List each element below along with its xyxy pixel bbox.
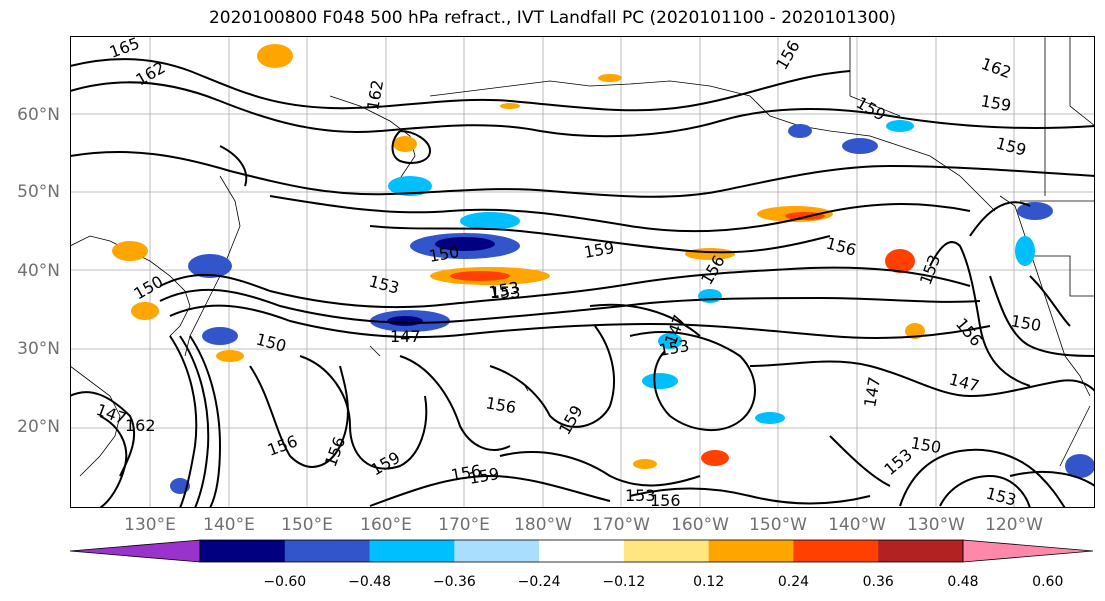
colorbar-segment — [623, 540, 710, 562]
colorbar-segment — [793, 540, 879, 562]
colorbar-segment — [539, 540, 625, 562]
contour-label: 147 — [390, 327, 421, 346]
colorbar-extend-high — [962, 539, 1094, 563]
lon-label-160w: 160°W — [671, 515, 729, 535]
colorbar-tick-label: −0.60 — [263, 574, 307, 590]
lat-label-30n: 30°N — [17, 339, 60, 359]
lon-label-140e: 140°E — [203, 515, 255, 535]
lon-label-150e: 150°E — [281, 515, 333, 535]
lat-label-40n: 40°N — [17, 261, 60, 281]
colorbar-segment — [200, 540, 286, 562]
colorbar-segment — [369, 540, 455, 562]
contour-label: 153 — [625, 486, 656, 505]
colorbar-tick-label: 0.24 — [777, 574, 810, 590]
lon-label-120w: 120°W — [985, 515, 1043, 535]
colorbar-tick-label: 0.36 — [862, 574, 894, 590]
map-panel: 165 162 162 156 162 159 159 159 156 150 … — [70, 36, 1095, 508]
colorbar-tick-label: −0.48 — [348, 574, 391, 590]
shading-layer — [112, 44, 1095, 494]
lon-label-140w: 140°W — [828, 515, 886, 535]
lat-label-50n: 50°N — [17, 182, 60, 202]
colorbar-extend-low — [69, 539, 201, 563]
colorbar — [69, 539, 1094, 563]
colorbar-tick-label: −0.36 — [432, 574, 476, 590]
colorbar-segment — [878, 540, 964, 562]
lon-label-180w: 180°W — [514, 515, 572, 535]
colorbar-outline — [199, 539, 964, 563]
colorbar-segment — [284, 540, 371, 562]
colorbar-tick-label: 0.12 — [693, 574, 725, 590]
lon-label-160e: 160°E — [360, 515, 412, 535]
colorbar-tick-label: 0.60 — [1032, 574, 1064, 590]
lon-label-150w: 150°W — [749, 515, 807, 535]
contour-label: 153 — [490, 283, 521, 302]
colorbar-tick-label: −0.12 — [602, 574, 646, 590]
height-contours — [70, 58, 1095, 508]
lon-label-130e: 130°E — [124, 515, 176, 535]
colorbar-segment — [454, 540, 540, 562]
lat-label-60n: 60°N — [17, 105, 60, 125]
map-title: 2020100800 F048 500 hPa refract., IVT La… — [208, 8, 896, 28]
colorbar-tick-label: −0.24 — [517, 574, 561, 590]
colorbar-segment — [708, 540, 794, 562]
lat-label-20n: 20°N — [17, 417, 60, 437]
contour-label: 162 — [125, 416, 156, 435]
colorbar-tick-label: 0.48 — [947, 574, 979, 590]
lon-label-130w: 130°W — [907, 515, 965, 535]
lon-label-170e: 170°E — [438, 515, 490, 535]
contour-label: 156 — [650, 491, 681, 508]
lon-label-170w: 170°W — [592, 515, 650, 535]
